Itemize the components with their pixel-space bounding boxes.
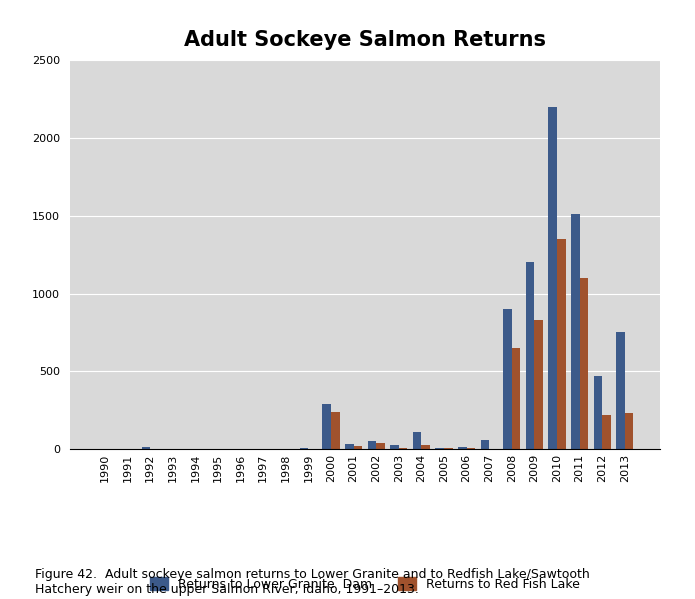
Bar — [503, 309, 512, 449]
Bar — [142, 447, 150, 449]
Bar — [390, 444, 399, 449]
Bar — [534, 320, 543, 449]
Bar — [594, 376, 602, 449]
Bar — [580, 278, 588, 449]
Bar — [354, 446, 362, 449]
Bar — [571, 214, 580, 449]
Bar — [368, 441, 376, 449]
Bar — [421, 444, 430, 449]
Bar — [435, 447, 444, 449]
Bar — [345, 444, 354, 449]
Bar — [625, 413, 633, 449]
Bar — [557, 239, 566, 449]
Bar — [616, 332, 625, 449]
Title: Adult Sockeye Salmon Returns: Adult Sockeye Salmon Returns — [184, 30, 546, 50]
Bar — [322, 404, 331, 449]
Bar — [331, 412, 340, 449]
Text: Figure 42.  Adult sockeye salmon returns to Lower Granite and to Redfish Lake/Sa: Figure 42. Adult sockeye salmon returns … — [35, 568, 589, 596]
Legend: Returns to Lower Granite  Dam, Returns to Red Fish Lake: Returns to Lower Granite Dam, Returns to… — [145, 572, 585, 596]
Bar — [526, 262, 534, 449]
Bar — [376, 443, 385, 449]
Bar — [413, 432, 421, 449]
Bar — [548, 107, 557, 449]
Bar — [300, 448, 309, 449]
Bar — [602, 415, 611, 449]
Bar — [481, 440, 489, 449]
Bar — [512, 348, 521, 449]
Bar — [399, 448, 407, 449]
Bar — [458, 447, 466, 449]
